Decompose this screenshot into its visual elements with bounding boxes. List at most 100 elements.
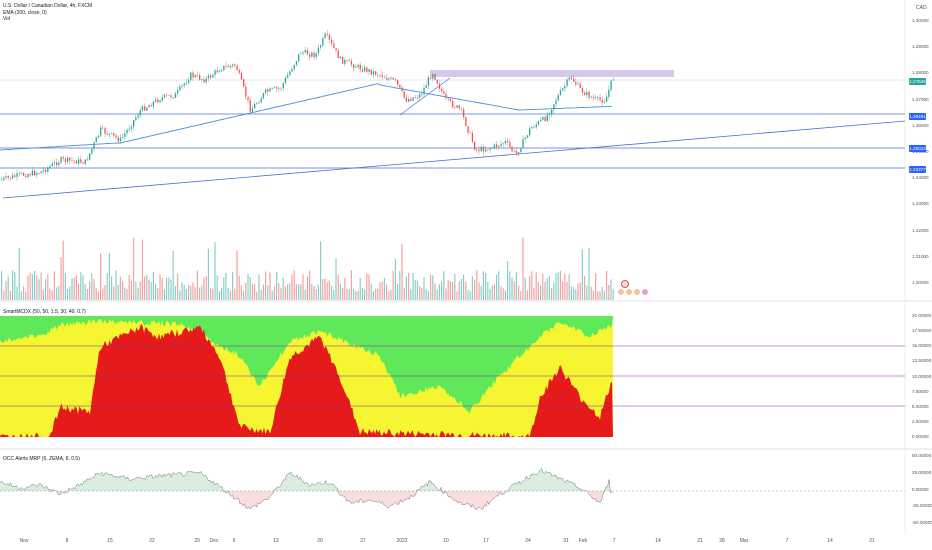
candle-body [326, 33, 328, 35]
candle-body [205, 78, 207, 83]
candle-body [584, 92, 586, 95]
candle-body [67, 157, 69, 162]
candle-body [317, 47, 320, 54]
occ-tick-label: 0.00000 [912, 486, 929, 492]
candle-body [218, 71, 221, 73]
candle-body [456, 105, 458, 108]
occ-line [0, 467, 613, 510]
time-tick-label: 2022 [396, 538, 408, 544]
candle-body [379, 75, 381, 76]
candle-body [124, 133, 126, 137]
candle-body [64, 158, 67, 162]
volume-bar [82, 275, 84, 300]
time-tick-label: 10 [443, 538, 449, 544]
candle-body [298, 54, 300, 62]
alert-emoji-icon[interactable] [621, 280, 629, 288]
volume-bar [366, 273, 368, 300]
occ-title[interactable]: OCC Alerts MRP (6, ZEMA, 8, 0.5) [3, 456, 80, 462]
candle-body [315, 53, 317, 58]
candle-body [155, 99, 157, 102]
time-tick-label: Dec [209, 538, 219, 544]
time-tick-label: Mar [739, 538, 749, 544]
volume-bar [227, 288, 229, 300]
volume-bar [249, 277, 251, 300]
candle-body [42, 169, 45, 172]
volume-bar [419, 286, 421, 300]
candle-body [247, 96, 249, 101]
candle-body [313, 52, 315, 58]
candle-body [485, 149, 487, 152]
candle-body [469, 132, 471, 134]
resistance-zone [430, 70, 674, 77]
volume-bar [258, 274, 260, 300]
candle-body [108, 133, 111, 135]
volume-bar [368, 274, 370, 300]
volume-legend[interactable]: Vol [3, 16, 10, 22]
volume-bar [359, 278, 361, 300]
candle-body [507, 140, 509, 143]
candle-body [595, 97, 597, 99]
volume-bar [280, 287, 282, 300]
volume-bar [7, 276, 9, 300]
volume-bar [93, 279, 95, 300]
time-tick-label: 6 [232, 538, 236, 544]
candle-body [498, 145, 500, 147]
volume-bar [564, 273, 566, 300]
candle-body [135, 117, 137, 121]
candle-body [304, 50, 306, 53]
volume-bar [339, 283, 341, 300]
volume-bar [95, 288, 97, 300]
volume-bar [139, 281, 141, 300]
ema-legend[interactable]: EMA (200, close, 0) [3, 9, 47, 16]
volume-bar [526, 290, 528, 300]
candle-body [262, 93, 265, 99]
smartmcdx-title[interactable]: SmartMCDX (50, 50, 1.5, 30, 40, 0.7) [3, 309, 86, 315]
volume-bar [421, 288, 423, 300]
face-emoji-icon[interactable] [642, 289, 648, 295]
volume-bar [34, 270, 36, 300]
candle-body [53, 162, 56, 164]
candle-body [289, 71, 291, 76]
candle-body [449, 98, 452, 101]
candle-body [537, 121, 540, 125]
candle-body [5, 176, 7, 178]
face-emoji-icon[interactable] [618, 289, 624, 295]
volume-bar [287, 284, 289, 300]
candle-body [25, 175, 27, 178]
volume-bar [509, 271, 511, 300]
face-emoji-icon[interactable] [626, 289, 632, 295]
candle-body [590, 96, 592, 98]
volume-bar [573, 287, 575, 300]
volume-bar [531, 271, 533, 300]
candle-body [192, 72, 194, 78]
candle-body [280, 88, 282, 89]
volume-bar [553, 282, 555, 300]
candle-body [137, 115, 139, 118]
candle-body [234, 64, 236, 66]
volume-bar [122, 280, 124, 300]
volume-bar [271, 290, 273, 300]
candle-body [564, 85, 566, 89]
volume-bar [78, 283, 80, 300]
volume-bar [166, 277, 168, 300]
volume-bar [324, 278, 326, 300]
candle-body [267, 89, 269, 92]
candle-body [460, 108, 463, 110]
candle-body [535, 124, 537, 128]
volume-bar [425, 288, 427, 300]
volume-bar [192, 282, 194, 300]
volume-bar [606, 270, 608, 300]
smart-tick-label: 10.00000 [912, 373, 932, 379]
symbol-title[interactable]: U.S. Dollar / Canadian Dollar, 4h, FXCM [3, 3, 93, 9]
volume-bar [364, 289, 366, 300]
candle-body [49, 166, 51, 168]
volume-bar [124, 287, 126, 300]
candle-body [3, 177, 5, 180]
volume-bar [9, 290, 11, 300]
face-emoji-icon[interactable] [634, 289, 640, 295]
candle-body [216, 70, 218, 73]
candle-body [480, 146, 482, 152]
candle-body [16, 173, 18, 177]
candle-body [606, 96, 608, 102]
